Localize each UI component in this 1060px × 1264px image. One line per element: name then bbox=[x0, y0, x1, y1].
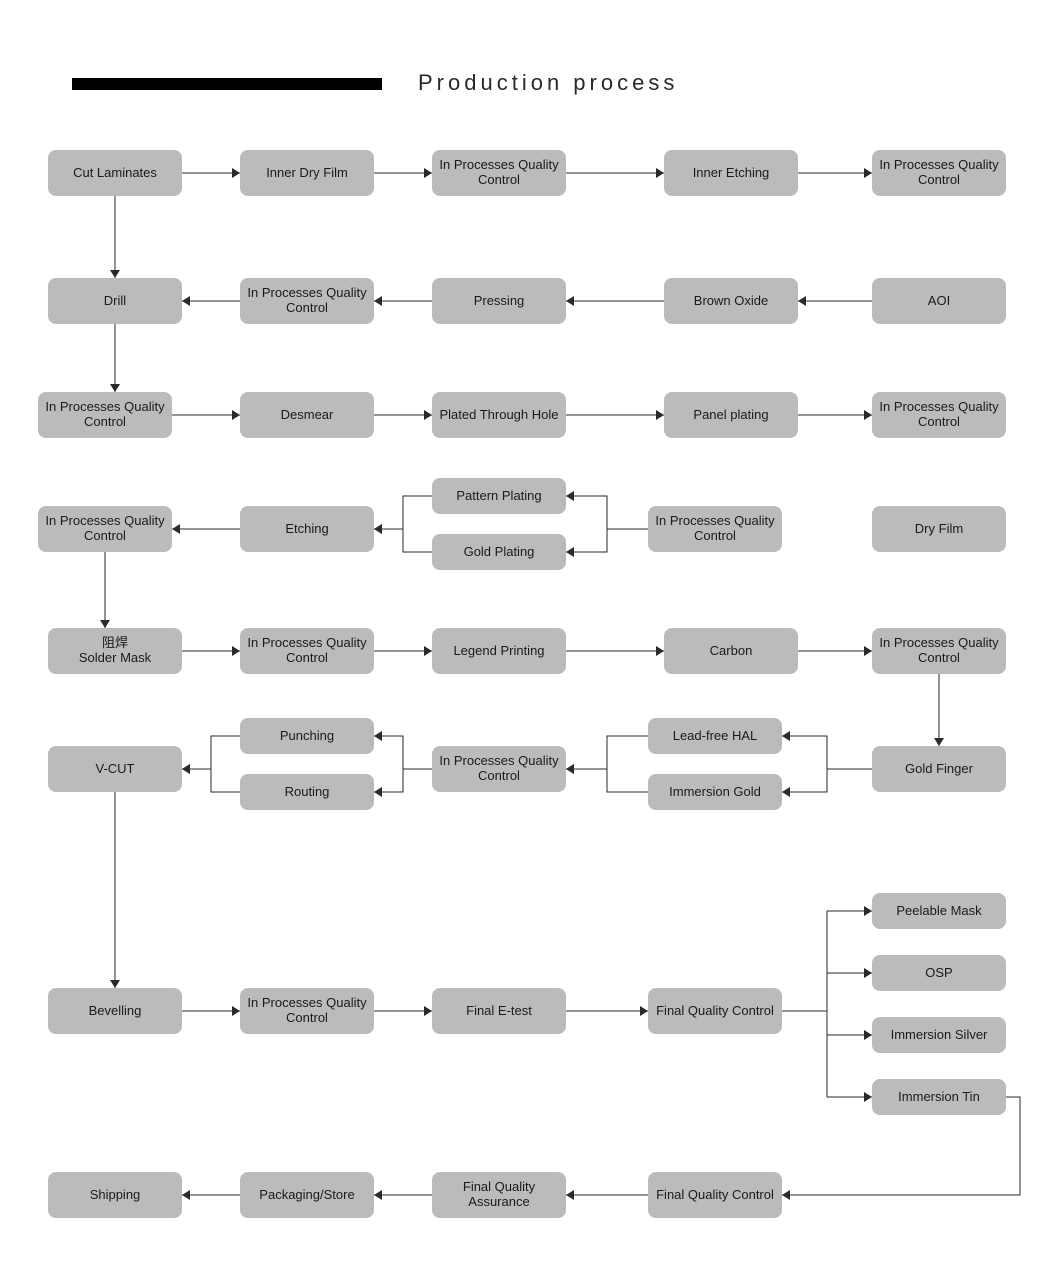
flow-node: AOI bbox=[872, 278, 1006, 324]
flow-node-label: In Processes Quality Control bbox=[244, 636, 370, 666]
flow-node: In Processes Quality Control bbox=[648, 506, 782, 552]
flow-node: Final Quality Control bbox=[648, 1172, 782, 1218]
flow-node: Final Quality Assurance bbox=[432, 1172, 566, 1218]
flow-node-label: Shipping bbox=[90, 1188, 141, 1203]
flow-node-label: Etching bbox=[285, 522, 328, 537]
flow-node: In Processes Quality Control bbox=[432, 150, 566, 196]
flow-node-label: Dry Film bbox=[915, 522, 963, 537]
flow-node: In Processes Quality Control bbox=[38, 392, 172, 438]
flow-node: Plated Through Hole bbox=[432, 392, 566, 438]
flow-node-label: Legend Printing bbox=[453, 644, 544, 659]
flow-node: Drill bbox=[48, 278, 182, 324]
flow-node-label: Final E-test bbox=[466, 1004, 532, 1019]
flow-node: Gold Plating bbox=[432, 534, 566, 570]
flow-node: Etching bbox=[240, 506, 374, 552]
flow-node-label: In Processes Quality Control bbox=[436, 754, 562, 784]
flow-node-label: Final Quality Control bbox=[656, 1188, 774, 1203]
flow-node: Immersion Gold bbox=[648, 774, 782, 810]
flow-node: Immersion Silver bbox=[872, 1017, 1006, 1053]
flow-node-label: Desmear bbox=[281, 408, 334, 423]
flow-node: Pattern Plating bbox=[432, 478, 566, 514]
flow-node-label: In Processes Quality Control bbox=[42, 400, 168, 430]
flow-node: Packaging/Store bbox=[240, 1172, 374, 1218]
flow-node-label: In Processes Quality Control bbox=[244, 286, 370, 316]
flow-node-label: In Processes Quality Control bbox=[652, 514, 778, 544]
flow-node-label: Drill bbox=[104, 294, 126, 309]
flow-node: In Processes Quality Control bbox=[240, 278, 374, 324]
flow-node-label: Cut Laminates bbox=[73, 166, 157, 181]
flow-node: Peelable Mask bbox=[872, 893, 1006, 929]
flow-node: Dry Film bbox=[872, 506, 1006, 552]
flow-node: Gold Finger bbox=[872, 746, 1006, 792]
flow-node-label: Pattern Plating bbox=[456, 489, 541, 504]
flow-node-label: In Processes Quality Control bbox=[42, 514, 168, 544]
flow-node: In Processes Quality Control bbox=[432, 746, 566, 792]
flow-node: Inner Dry Film bbox=[240, 150, 374, 196]
flow-node: OSP bbox=[872, 955, 1006, 991]
flow-node: Punching bbox=[240, 718, 374, 754]
flow-node: Immersion Tin bbox=[872, 1079, 1006, 1115]
flow-node-label: In Processes Quality Control bbox=[436, 158, 562, 188]
flow-node-label: Bevelling bbox=[89, 1004, 142, 1019]
flow-node: In Processes Quality Control bbox=[872, 150, 1006, 196]
flow-node-label: Inner Etching bbox=[693, 166, 770, 181]
flow-node-label: Final Quality Control bbox=[656, 1004, 774, 1019]
flow-node-label: 阻焊Solder Mask bbox=[79, 636, 151, 666]
flow-node-label: Final Quality Assurance bbox=[436, 1180, 562, 1210]
flow-node-label: Gold Finger bbox=[905, 762, 973, 777]
flow-node-label: V-CUT bbox=[96, 762, 135, 777]
flow-node: Legend Printing bbox=[432, 628, 566, 674]
flow-node: Inner Etching bbox=[664, 150, 798, 196]
flow-node: In Processes Quality Control bbox=[872, 628, 1006, 674]
flow-node-label: Routing bbox=[285, 785, 330, 800]
flow-node: In Processes Quality Control bbox=[240, 988, 374, 1034]
flow-node: In Processes Quality Control bbox=[240, 628, 374, 674]
flow-node-label: Packaging/Store bbox=[259, 1188, 354, 1203]
flow-node-label: Peelable Mask bbox=[896, 904, 981, 919]
flow-node-label: Immersion Silver bbox=[891, 1028, 988, 1043]
flow-node: Final E-test bbox=[432, 988, 566, 1034]
flow-node: Final Quality Control bbox=[648, 988, 782, 1034]
flow-node: Carbon bbox=[664, 628, 798, 674]
flow-node-label: Carbon bbox=[710, 644, 753, 659]
flow-node-label: Immersion Tin bbox=[898, 1090, 980, 1105]
flow-node-label: AOI bbox=[928, 294, 950, 309]
flow-node: Cut Laminates bbox=[48, 150, 182, 196]
flow-node-label: Lead-free HAL bbox=[673, 729, 758, 744]
flow-node: Shipping bbox=[48, 1172, 182, 1218]
flow-node-label: Gold Plating bbox=[464, 545, 535, 560]
flow-node: Bevelling bbox=[48, 988, 182, 1034]
flow-node: 阻焊Solder Mask bbox=[48, 628, 182, 674]
flowchart-canvas: Production process Cut Laminates Inner Dr… bbox=[0, 0, 1060, 1264]
flow-node: Desmear bbox=[240, 392, 374, 438]
flow-node: V-CUT bbox=[48, 746, 182, 792]
flow-node-label: Panel plating bbox=[693, 408, 768, 423]
flow-node: Lead-free HAL bbox=[648, 718, 782, 754]
flow-node-label: Brown Oxide bbox=[694, 294, 768, 309]
diagram-title: Production process bbox=[418, 70, 678, 96]
flow-node-label: Plated Through Hole bbox=[439, 408, 558, 423]
flow-node: Routing bbox=[240, 774, 374, 810]
flow-node-label: Pressing bbox=[474, 294, 525, 309]
flow-node-label: In Processes Quality Control bbox=[876, 636, 1002, 666]
flow-node: In Processes Quality Control bbox=[872, 392, 1006, 438]
flow-node-label: Immersion Gold bbox=[669, 785, 761, 800]
flow-node-label: In Processes Quality Control bbox=[244, 996, 370, 1026]
flow-node-label: In Processes Quality Control bbox=[876, 400, 1002, 430]
title-bar bbox=[72, 78, 382, 90]
flow-node-label: Punching bbox=[280, 729, 334, 744]
flow-node: Pressing bbox=[432, 278, 566, 324]
flow-node-label: In Processes Quality Control bbox=[876, 158, 1002, 188]
flow-node: Brown Oxide bbox=[664, 278, 798, 324]
flow-node: Panel plating bbox=[664, 392, 798, 438]
flow-node-label: OSP bbox=[925, 966, 952, 981]
flow-node-label: Inner Dry Film bbox=[266, 166, 348, 181]
flow-node: In Processes Quality Control bbox=[38, 506, 172, 552]
